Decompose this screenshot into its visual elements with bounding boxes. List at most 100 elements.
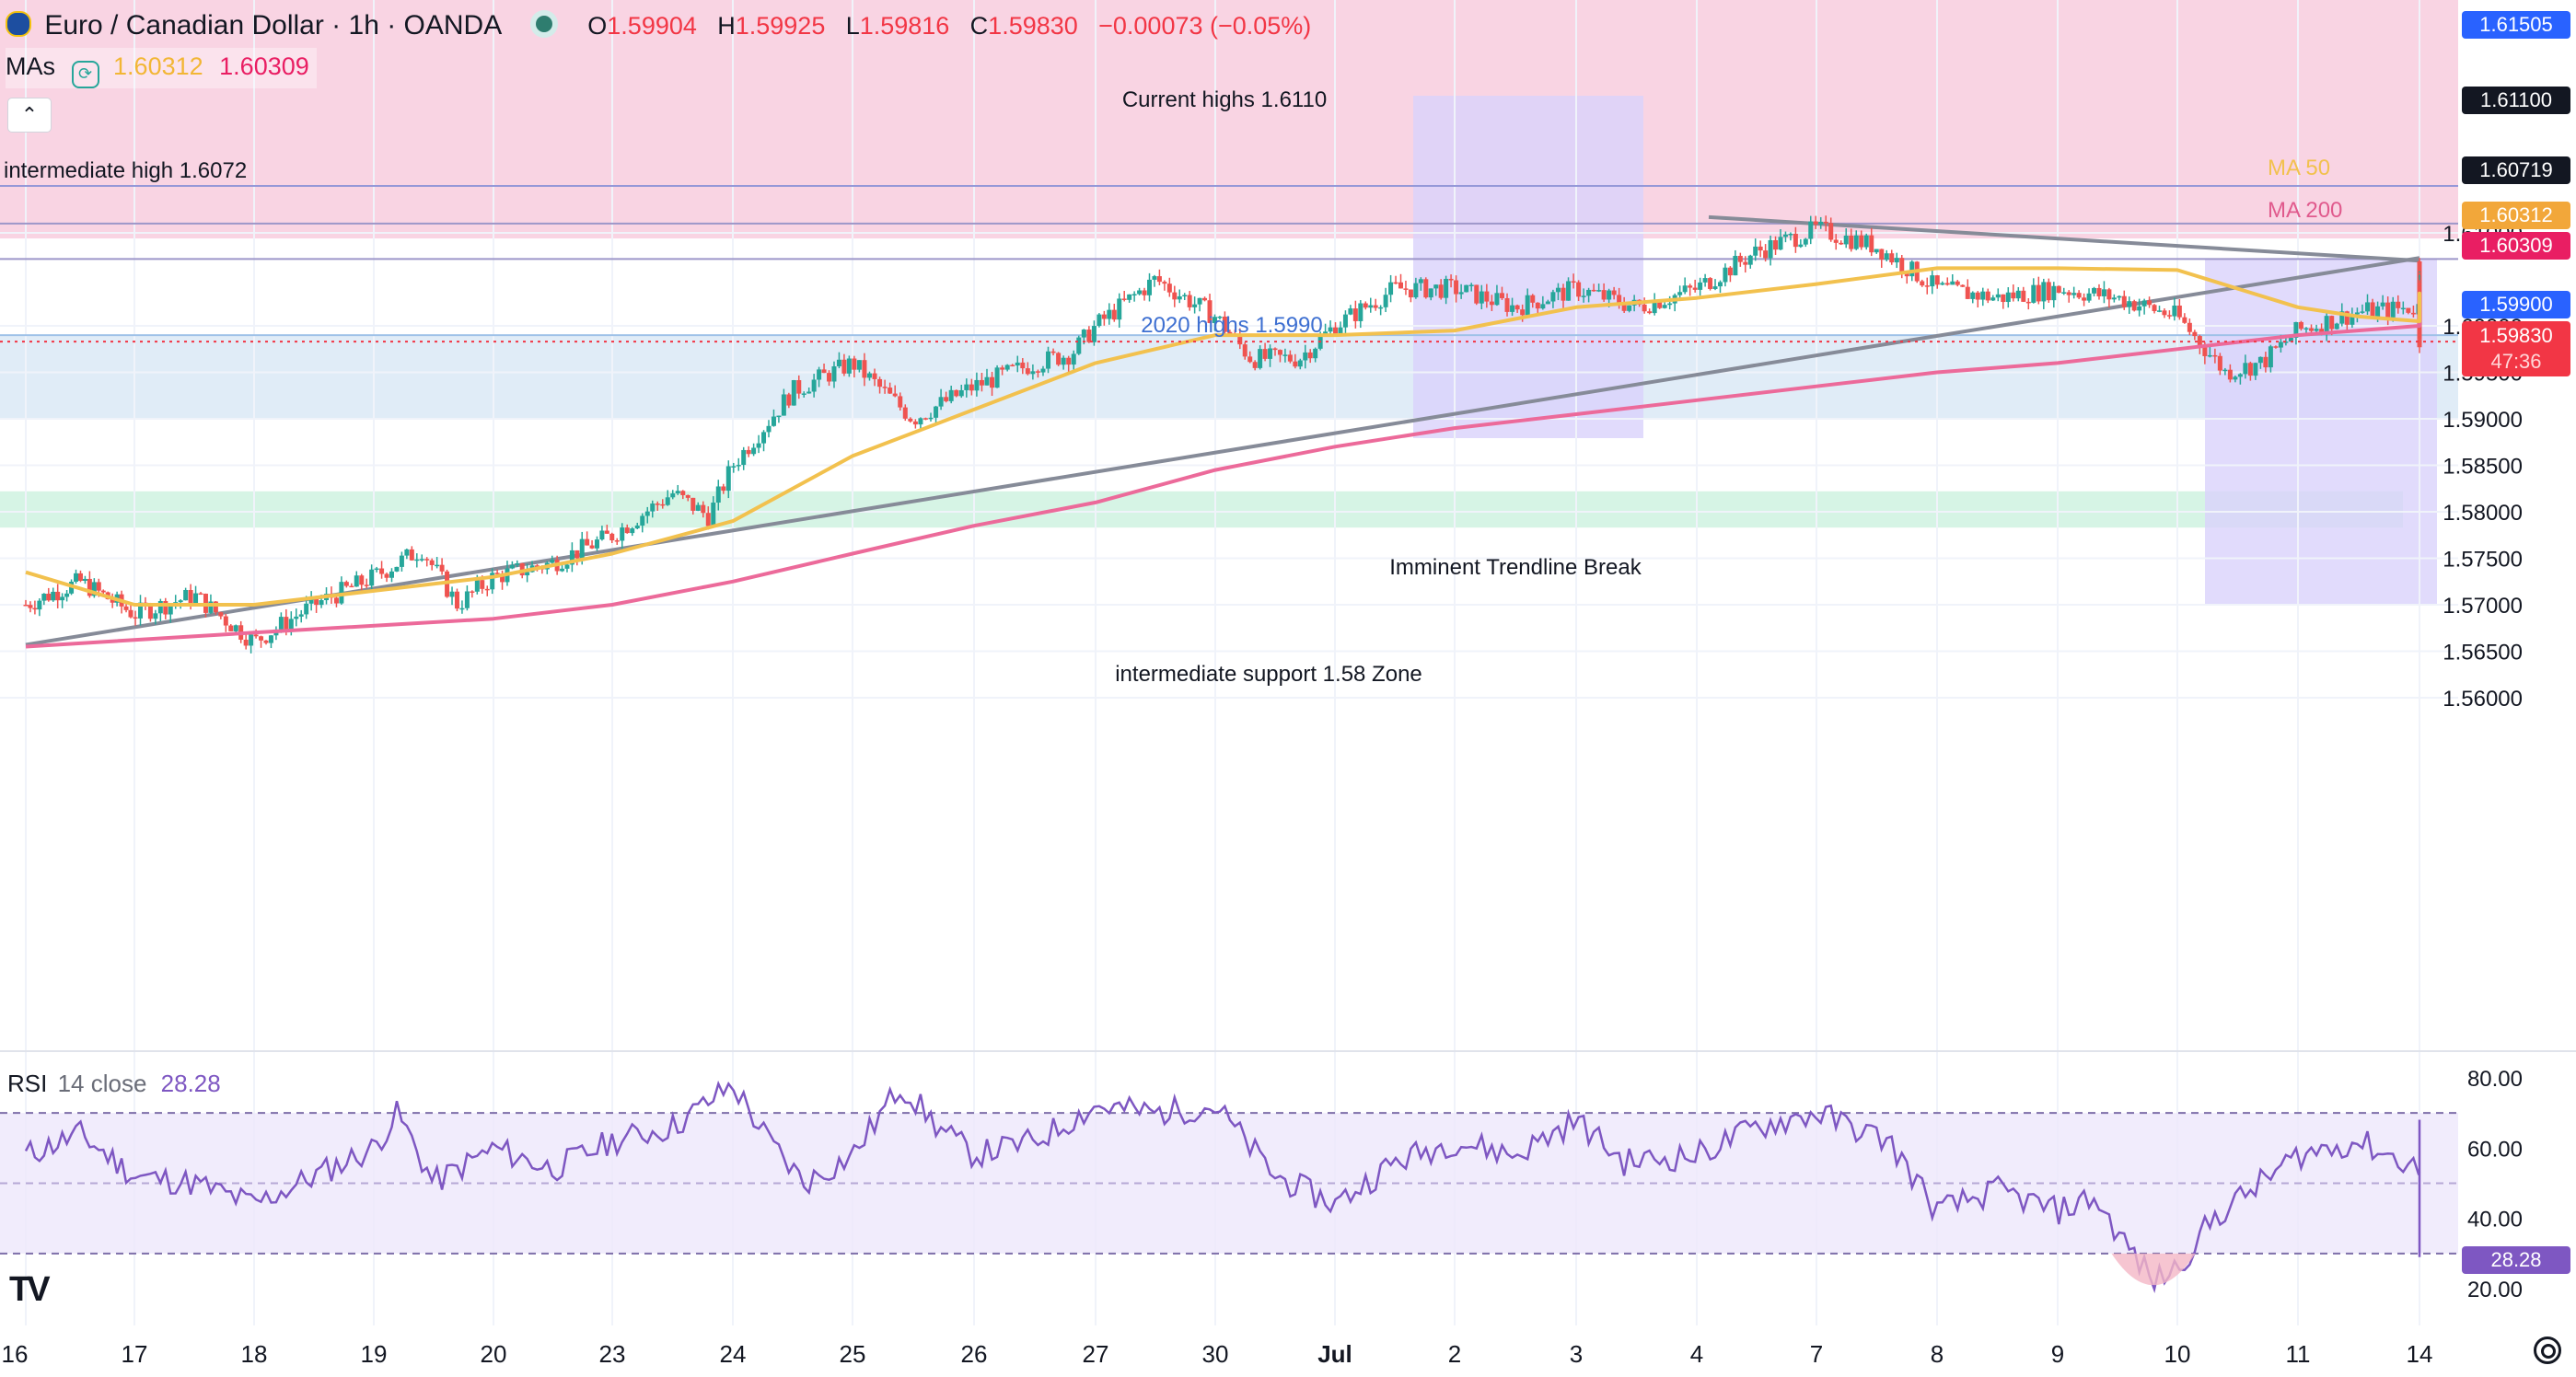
- x-tick-label: 26: [961, 1340, 988, 1368]
- candle-body: [243, 639, 249, 646]
- candle-body: [1904, 272, 1909, 277]
- x-tick-label: 4: [1690, 1340, 1703, 1368]
- candle-body: [2293, 321, 2299, 338]
- indicator-legend[interactable]: MAs ⟳ 1.60312 1.60309: [6, 48, 317, 88]
- candle-body: [1202, 297, 1208, 301]
- candle-body: [2319, 329, 2325, 334]
- candle-body: [1282, 354, 1288, 356]
- indicator-settings-icon[interactable]: ⟳: [71, 61, 99, 88]
- candle-body: [650, 503, 656, 512]
- symbol-header[interactable]: Euro / Canadian Dollar · 1h · OANDA O1.5…: [6, 7, 1311, 44]
- candle-body: [534, 565, 540, 568]
- candle-body: [1743, 261, 1748, 265]
- candle-body: [2005, 292, 2011, 303]
- candle-body: [1627, 305, 1632, 311]
- candle-body: [796, 380, 802, 394]
- candle-body: [1142, 290, 1147, 295]
- candle-body: [1773, 239, 1779, 250]
- collapse-legend-button[interactable]: ⌃: [7, 98, 52, 133]
- candle-body: [2344, 311, 2350, 325]
- candle-body: [984, 376, 990, 386]
- gear-center: [2541, 1344, 2556, 1359]
- candle-body: [958, 389, 964, 397]
- y-tick-label: 1.59000: [2443, 408, 2523, 433]
- candle-body: [912, 421, 918, 425]
- candle-body: [1247, 356, 1253, 363]
- candle-body: [1642, 304, 1647, 312]
- candle-body: [379, 568, 385, 574]
- candle-body: [228, 625, 234, 631]
- candle-body: [1328, 327, 1333, 332]
- rsi-legend[interactable]: RSI 14 close 28.28: [7, 1068, 221, 1099]
- candle-body: [831, 365, 837, 382]
- price-badge-2: 1.61100: [2462, 87, 2570, 114]
- candle-body: [821, 369, 827, 374]
- candle-body: [2314, 329, 2319, 331]
- candle-body: [64, 593, 70, 597]
- candle-body: [2157, 310, 2162, 312]
- x-tick-label: 25: [840, 1340, 866, 1368]
- candle-body: [2334, 323, 2339, 330]
- candle-body: [419, 559, 424, 561]
- candle-body: [969, 384, 974, 391]
- candle-body: [198, 593, 203, 596]
- rsi-tick-label: 80.00: [2467, 1067, 2523, 1092]
- candle-body: [2172, 306, 2177, 317]
- support-zone: [0, 491, 2403, 528]
- candle-body: [2056, 285, 2061, 294]
- candle-body: [1737, 255, 1743, 262]
- candle-body: [2365, 302, 2371, 312]
- x-tick-label: 3: [1570, 1340, 1583, 1368]
- candle-body: [2015, 290, 2021, 299]
- candle-body: [1540, 304, 1546, 309]
- candle-body: [1293, 361, 1298, 367]
- candle-body: [746, 449, 751, 455]
- candle-body: [153, 613, 158, 619]
- candle-body: [193, 593, 199, 604]
- candle-body: [2243, 363, 2248, 375]
- candle-body: [2051, 285, 2057, 301]
- candle-body: [490, 573, 495, 590]
- settings-gear-icon[interactable]: [2534, 1336, 2561, 1364]
- candle-body: [2268, 346, 2273, 368]
- candle-body: [87, 578, 92, 596]
- candle-body: [882, 387, 888, 388]
- candle-body: [1514, 305, 1520, 310]
- candle-body: [569, 550, 574, 565]
- candle-body: [1458, 292, 1464, 295]
- candle-body: [91, 582, 97, 596]
- y-tick-label: 1.57000: [2443, 594, 2523, 619]
- candle-body: [866, 373, 872, 378]
- y-tick-label: 1.58500: [2443, 455, 2523, 480]
- candle-body: [811, 379, 817, 392]
- candle-body: [990, 376, 995, 388]
- candle-body: [1444, 278, 1449, 298]
- candle-body: [1000, 367, 1005, 370]
- x-tick-label: 17: [122, 1340, 148, 1368]
- candle-body: [1818, 221, 1824, 225]
- x-tick-label: 10: [2164, 1340, 2191, 1368]
- candle-body: [902, 407, 908, 419]
- candle-body: [1484, 291, 1490, 302]
- candle-body: [2031, 284, 2036, 303]
- rsi-line: [24, 1080, 2421, 1294]
- price-badge-6: 1.59900: [2462, 291, 2570, 318]
- candle-body: [1828, 223, 1834, 240]
- candle-body: [1448, 278, 1454, 281]
- candle-body: [1550, 292, 1556, 302]
- candle-body: [640, 515, 645, 526]
- candle-body: [908, 418, 913, 422]
- candle-body: [1934, 275, 1940, 285]
- candle-body: [41, 594, 47, 601]
- candle-body: [1303, 352, 1308, 361]
- ma50-value: 1.60312: [113, 52, 203, 80]
- candle-body: [1348, 308, 1353, 315]
- candle-body: [128, 609, 133, 618]
- candle-body: [609, 533, 615, 541]
- candle-body: [1520, 309, 1526, 316]
- candle-body: [1237, 333, 1243, 345]
- annotation-2020-highs: 2020 highs 1.5990: [1141, 313, 1323, 338]
- candle-body: [1117, 298, 1122, 320]
- x-tick-label: Jul: [1317, 1340, 1352, 1368]
